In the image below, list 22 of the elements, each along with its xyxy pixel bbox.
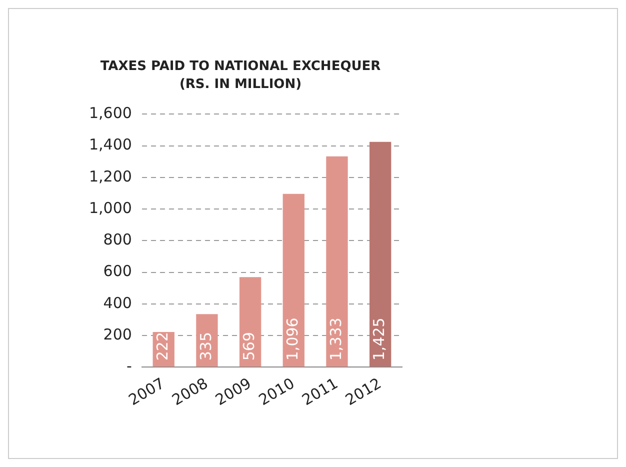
chart-title: TAXES PAID TO NATIONAL EXCHEQUER: [100, 59, 381, 74]
y-tick-label: 1,200: [88, 167, 132, 186]
bar: [239, 277, 262, 367]
bar: [369, 142, 392, 367]
data-label: 222: [154, 332, 172, 361]
y-tick-label: 1,600: [88, 104, 132, 122]
y-tick-label: 600: [103, 262, 132, 280]
y-tick-label: 200: [103, 325, 132, 344]
data-label: 569: [240, 332, 258, 361]
data-label: 335: [196, 332, 215, 361]
y-tick-label: 400: [103, 294, 132, 312]
chart-subtitle: (RS. IN MILLION): [179, 76, 302, 92]
data-label: 1,425: [370, 318, 388, 361]
data-label: 1,333: [326, 318, 345, 361]
y-tick-label: 1,000: [88, 198, 132, 217]
bar: [196, 314, 218, 367]
y-tick-label: 800: [103, 230, 132, 249]
bar: [326, 156, 348, 367]
bar: [282, 194, 304, 367]
data-label: 1,096: [284, 318, 302, 361]
y-tick-label: -: [126, 357, 132, 376]
y-tick-label: 1,400: [88, 136, 132, 154]
